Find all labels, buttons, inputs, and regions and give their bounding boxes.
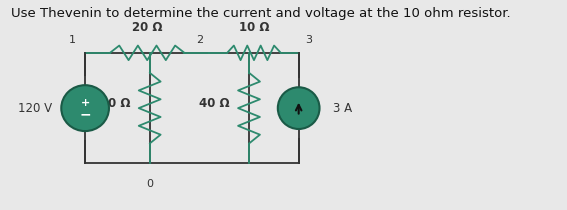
Text: 3: 3	[305, 35, 312, 45]
Ellipse shape	[278, 87, 320, 129]
Text: 0: 0	[146, 179, 153, 189]
Text: 10 Ω: 10 Ω	[239, 21, 269, 34]
Text: 2: 2	[196, 35, 203, 45]
Text: +: +	[81, 98, 90, 108]
Text: −: −	[79, 107, 91, 121]
Text: 3 A: 3 A	[333, 102, 353, 115]
Text: 120 V: 120 V	[18, 102, 53, 115]
Text: 1: 1	[69, 35, 76, 45]
Text: 20 Ω: 20 Ω	[132, 21, 163, 34]
Text: 30 Ω: 30 Ω	[100, 97, 130, 110]
Ellipse shape	[61, 85, 109, 131]
Text: Use Thevenin to determine the current and voltage at the 10 ohm resistor.: Use Thevenin to determine the current an…	[11, 7, 510, 20]
Text: 40 Ω: 40 Ω	[199, 97, 230, 110]
